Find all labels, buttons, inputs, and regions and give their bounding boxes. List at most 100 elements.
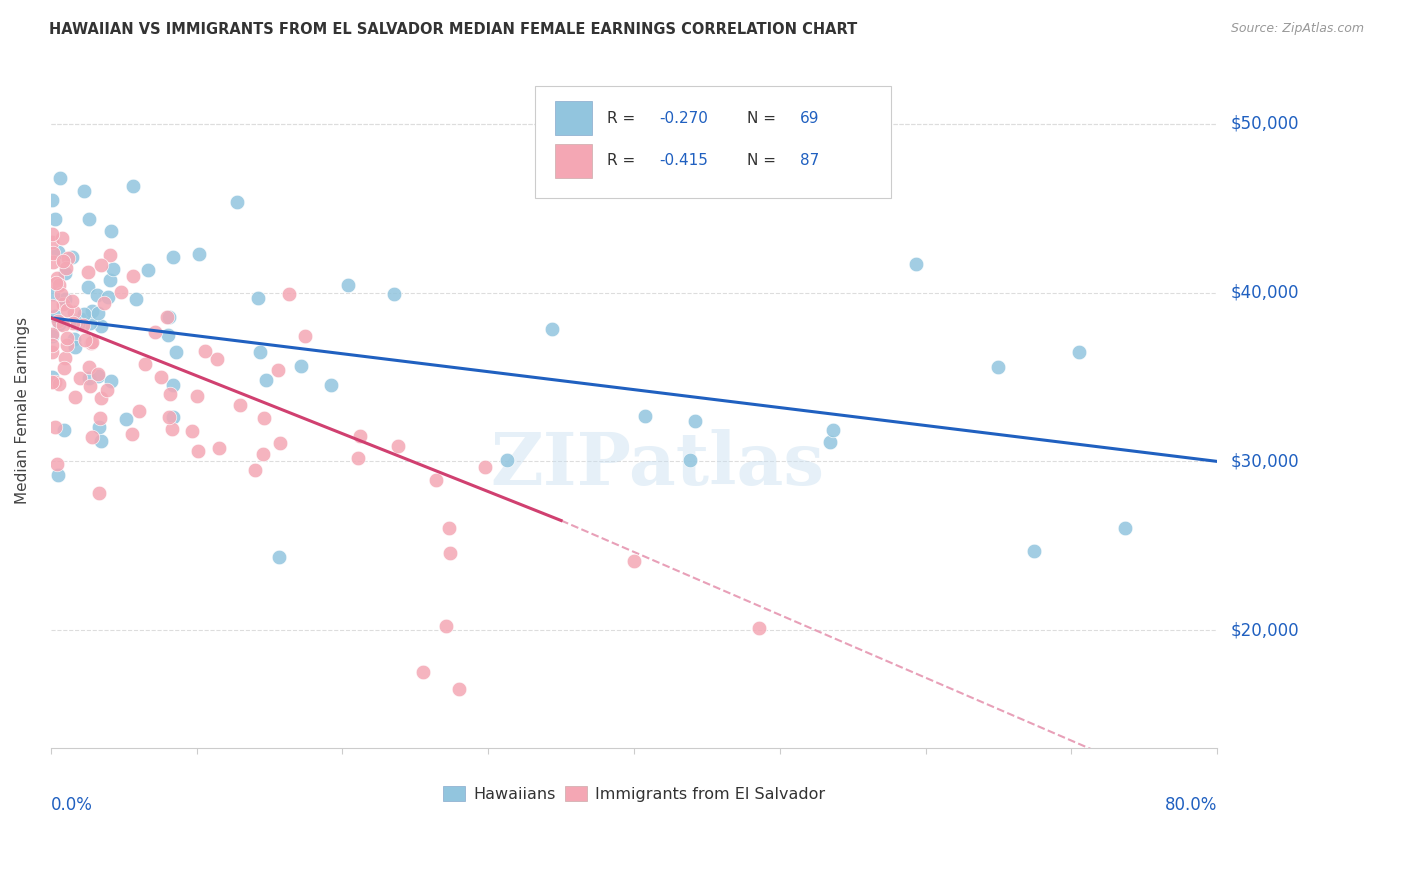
- Point: [818, 435, 841, 450]
- Point: [90, 258, 112, 272]
- Point: [96, 384, 118, 398]
- Text: -0.270: -0.270: [659, 111, 709, 126]
- Point: [77, 280, 100, 294]
- Point: [157, 410, 180, 425]
- Text: $20,000: $20,000: [1232, 621, 1299, 640]
- Point: [347, 450, 370, 465]
- Point: [634, 409, 657, 423]
- Point: [79, 211, 101, 226]
- Point: [412, 665, 434, 680]
- Point: [53, 267, 76, 281]
- Point: [87, 368, 110, 382]
- Point: [205, 351, 228, 366]
- Point: [136, 263, 159, 277]
- Point: [98, 248, 121, 262]
- Point: [425, 473, 447, 487]
- Point: [87, 486, 110, 500]
- Point: [42, 287, 65, 301]
- Text: N =: N =: [747, 111, 780, 126]
- Point: [52, 254, 75, 268]
- Point: [56, 338, 79, 352]
- Point: [121, 268, 143, 283]
- Point: [46, 457, 69, 471]
- Text: Source: ZipAtlas.com: Source: ZipAtlas.com: [1230, 22, 1364, 36]
- FancyBboxPatch shape: [554, 102, 592, 135]
- Point: [110, 285, 132, 299]
- Point: [53, 351, 76, 365]
- Point: [98, 272, 121, 286]
- Point: [159, 387, 181, 401]
- Point: [823, 423, 845, 437]
- Point: [60, 250, 83, 264]
- Point: [65, 340, 87, 354]
- Point: [44, 310, 66, 324]
- Point: [1114, 521, 1136, 535]
- Point: [249, 345, 271, 359]
- Point: [93, 296, 115, 310]
- Point: [62, 332, 84, 346]
- Point: [60, 293, 83, 308]
- Point: [623, 553, 645, 567]
- Point: [101, 262, 124, 277]
- Point: [229, 397, 252, 411]
- Point: [253, 411, 276, 425]
- Point: [75, 333, 97, 347]
- Point: [53, 360, 76, 375]
- Point: [48, 314, 70, 328]
- Point: [165, 345, 187, 359]
- Point: [496, 453, 519, 467]
- Point: [41, 370, 63, 384]
- Point: [114, 412, 136, 426]
- Point: [41, 299, 63, 313]
- Point: [55, 261, 77, 276]
- Point: [48, 376, 70, 391]
- Point: [79, 379, 101, 393]
- Point: [90, 434, 112, 449]
- Point: [44, 375, 66, 389]
- Point: [48, 278, 70, 293]
- Point: [52, 423, 75, 437]
- Point: [256, 373, 278, 387]
- Text: $40,000: $40,000: [1232, 284, 1299, 301]
- Point: [41, 329, 63, 343]
- Point: [44, 212, 66, 227]
- Point: [125, 292, 148, 306]
- Point: [434, 619, 457, 633]
- Point: [56, 303, 79, 318]
- Point: [63, 390, 86, 404]
- Point: [243, 463, 266, 477]
- Legend: Hawaiians, Immigrants from El Salvador: Hawaiians, Immigrants from El Salvador: [436, 780, 832, 808]
- Point: [905, 257, 928, 271]
- Point: [41, 193, 63, 207]
- Text: HAWAIIAN VS IMMIGRANTS FROM EL SALVADOR MEDIAN FEMALE EARNINGS CORRELATION CHART: HAWAIIAN VS IMMIGRANTS FROM EL SALVADOR …: [49, 22, 858, 37]
- Point: [267, 363, 290, 377]
- Point: [49, 287, 72, 301]
- Point: [162, 422, 184, 436]
- Text: $30,000: $30,000: [1232, 452, 1299, 470]
- Text: 80.0%: 80.0%: [1164, 796, 1218, 814]
- Point: [246, 291, 269, 305]
- Text: R =: R =: [607, 111, 640, 126]
- Point: [73, 185, 96, 199]
- Point: [683, 414, 706, 428]
- Point: [447, 682, 470, 697]
- Point: [439, 546, 461, 560]
- Point: [134, 357, 156, 371]
- Point: [541, 322, 564, 336]
- Point: [87, 306, 110, 320]
- Point: [194, 343, 217, 358]
- Point: [55, 331, 77, 345]
- Text: 69: 69: [800, 111, 820, 126]
- Point: [41, 326, 63, 341]
- Point: [474, 459, 496, 474]
- Point: [41, 254, 63, 268]
- Point: [87, 419, 110, 434]
- Point: [69, 371, 91, 385]
- Point: [162, 250, 184, 264]
- Point: [90, 318, 112, 333]
- Point: [90, 391, 112, 405]
- Point: [52, 297, 75, 311]
- Point: [62, 305, 84, 319]
- Point: [987, 359, 1010, 374]
- Point: [56, 251, 79, 265]
